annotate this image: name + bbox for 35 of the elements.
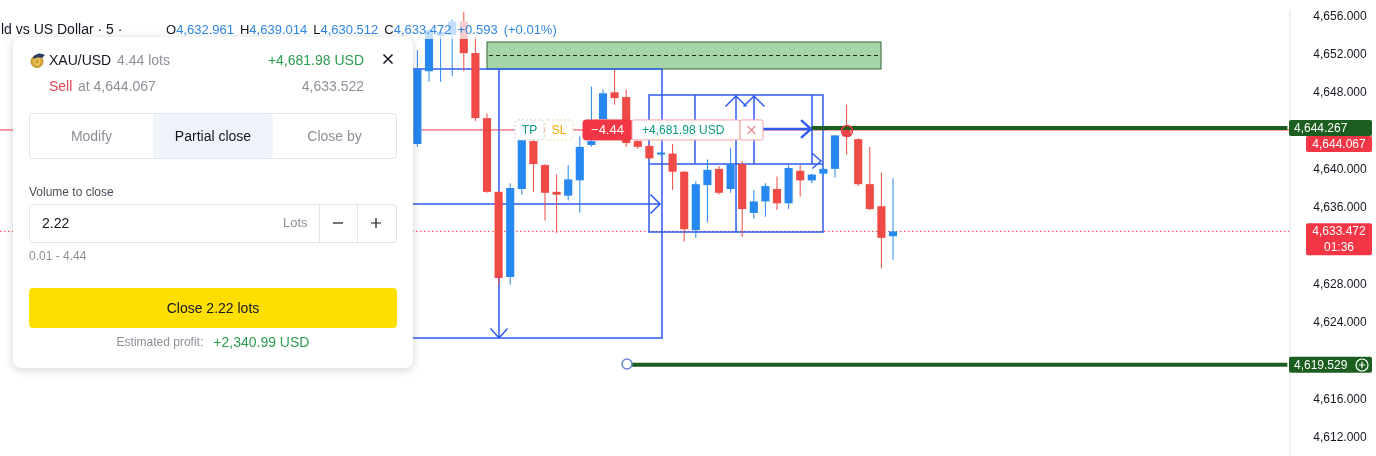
annotation: −4.44 [591,122,624,138]
annotation: 2.22 [42,215,70,231]
y-tick-label: 4,616.000 [1313,391,1368,406]
annotation: 4,633.522 [301,78,364,94]
annotation: at 4,644.067 [78,78,156,94]
ref-line-label: 4,633.472 01:36 [1312,224,1367,255]
annotation: +4,681.98 USD [267,52,364,68]
text: ld vs US Dollar · 5 · [1,21,123,37]
annotation: 0.01 - 4.44 [29,248,87,264]
annotation: Close by [307,128,362,144]
data-label: 4,619.529 [1294,357,1348,372]
annotation: 4.44 lots [117,52,170,68]
annotation: TP [521,122,538,137]
annotation: Lots [283,215,308,231]
annotation: +2,340.99 USD [213,334,310,350]
annotation: SL [551,122,567,137]
y-tick-label: 4,648.000 [1313,85,1368,100]
annotation: Modify [70,128,113,144]
annotation: Sell [49,78,73,94]
data-label: 4,644.267 [1294,121,1348,136]
y-tick-label: 4,652.000 [1313,47,1368,62]
y-tick-label: 4,656.000 [1313,8,1368,23]
y-tick-label: 4,628.000 [1313,276,1368,291]
text: O4,632.961 H4,639.014 L4,630.512 C4,633.472 +0.593 (+0.01%) [166,22,557,37]
annotation: Close 2.22 lots [166,300,260,316]
annotation: +4,681.98 USD [642,122,725,137]
y-tick-label: 4,612.000 [1313,429,1368,444]
ref-line-label: 4,644.067 [1312,137,1367,152]
annotation: Volume to close [29,184,114,200]
annotation: Partial close [174,128,252,144]
y-tick-label: 4,640.000 [1313,161,1368,176]
annotation: XAU/USD [49,52,112,68]
annotation: Estimated profit: [116,335,204,349]
y-tick-label: 4,636.000 [1313,200,1368,215]
y-tick-label: 4,624.000 [1313,315,1368,330]
